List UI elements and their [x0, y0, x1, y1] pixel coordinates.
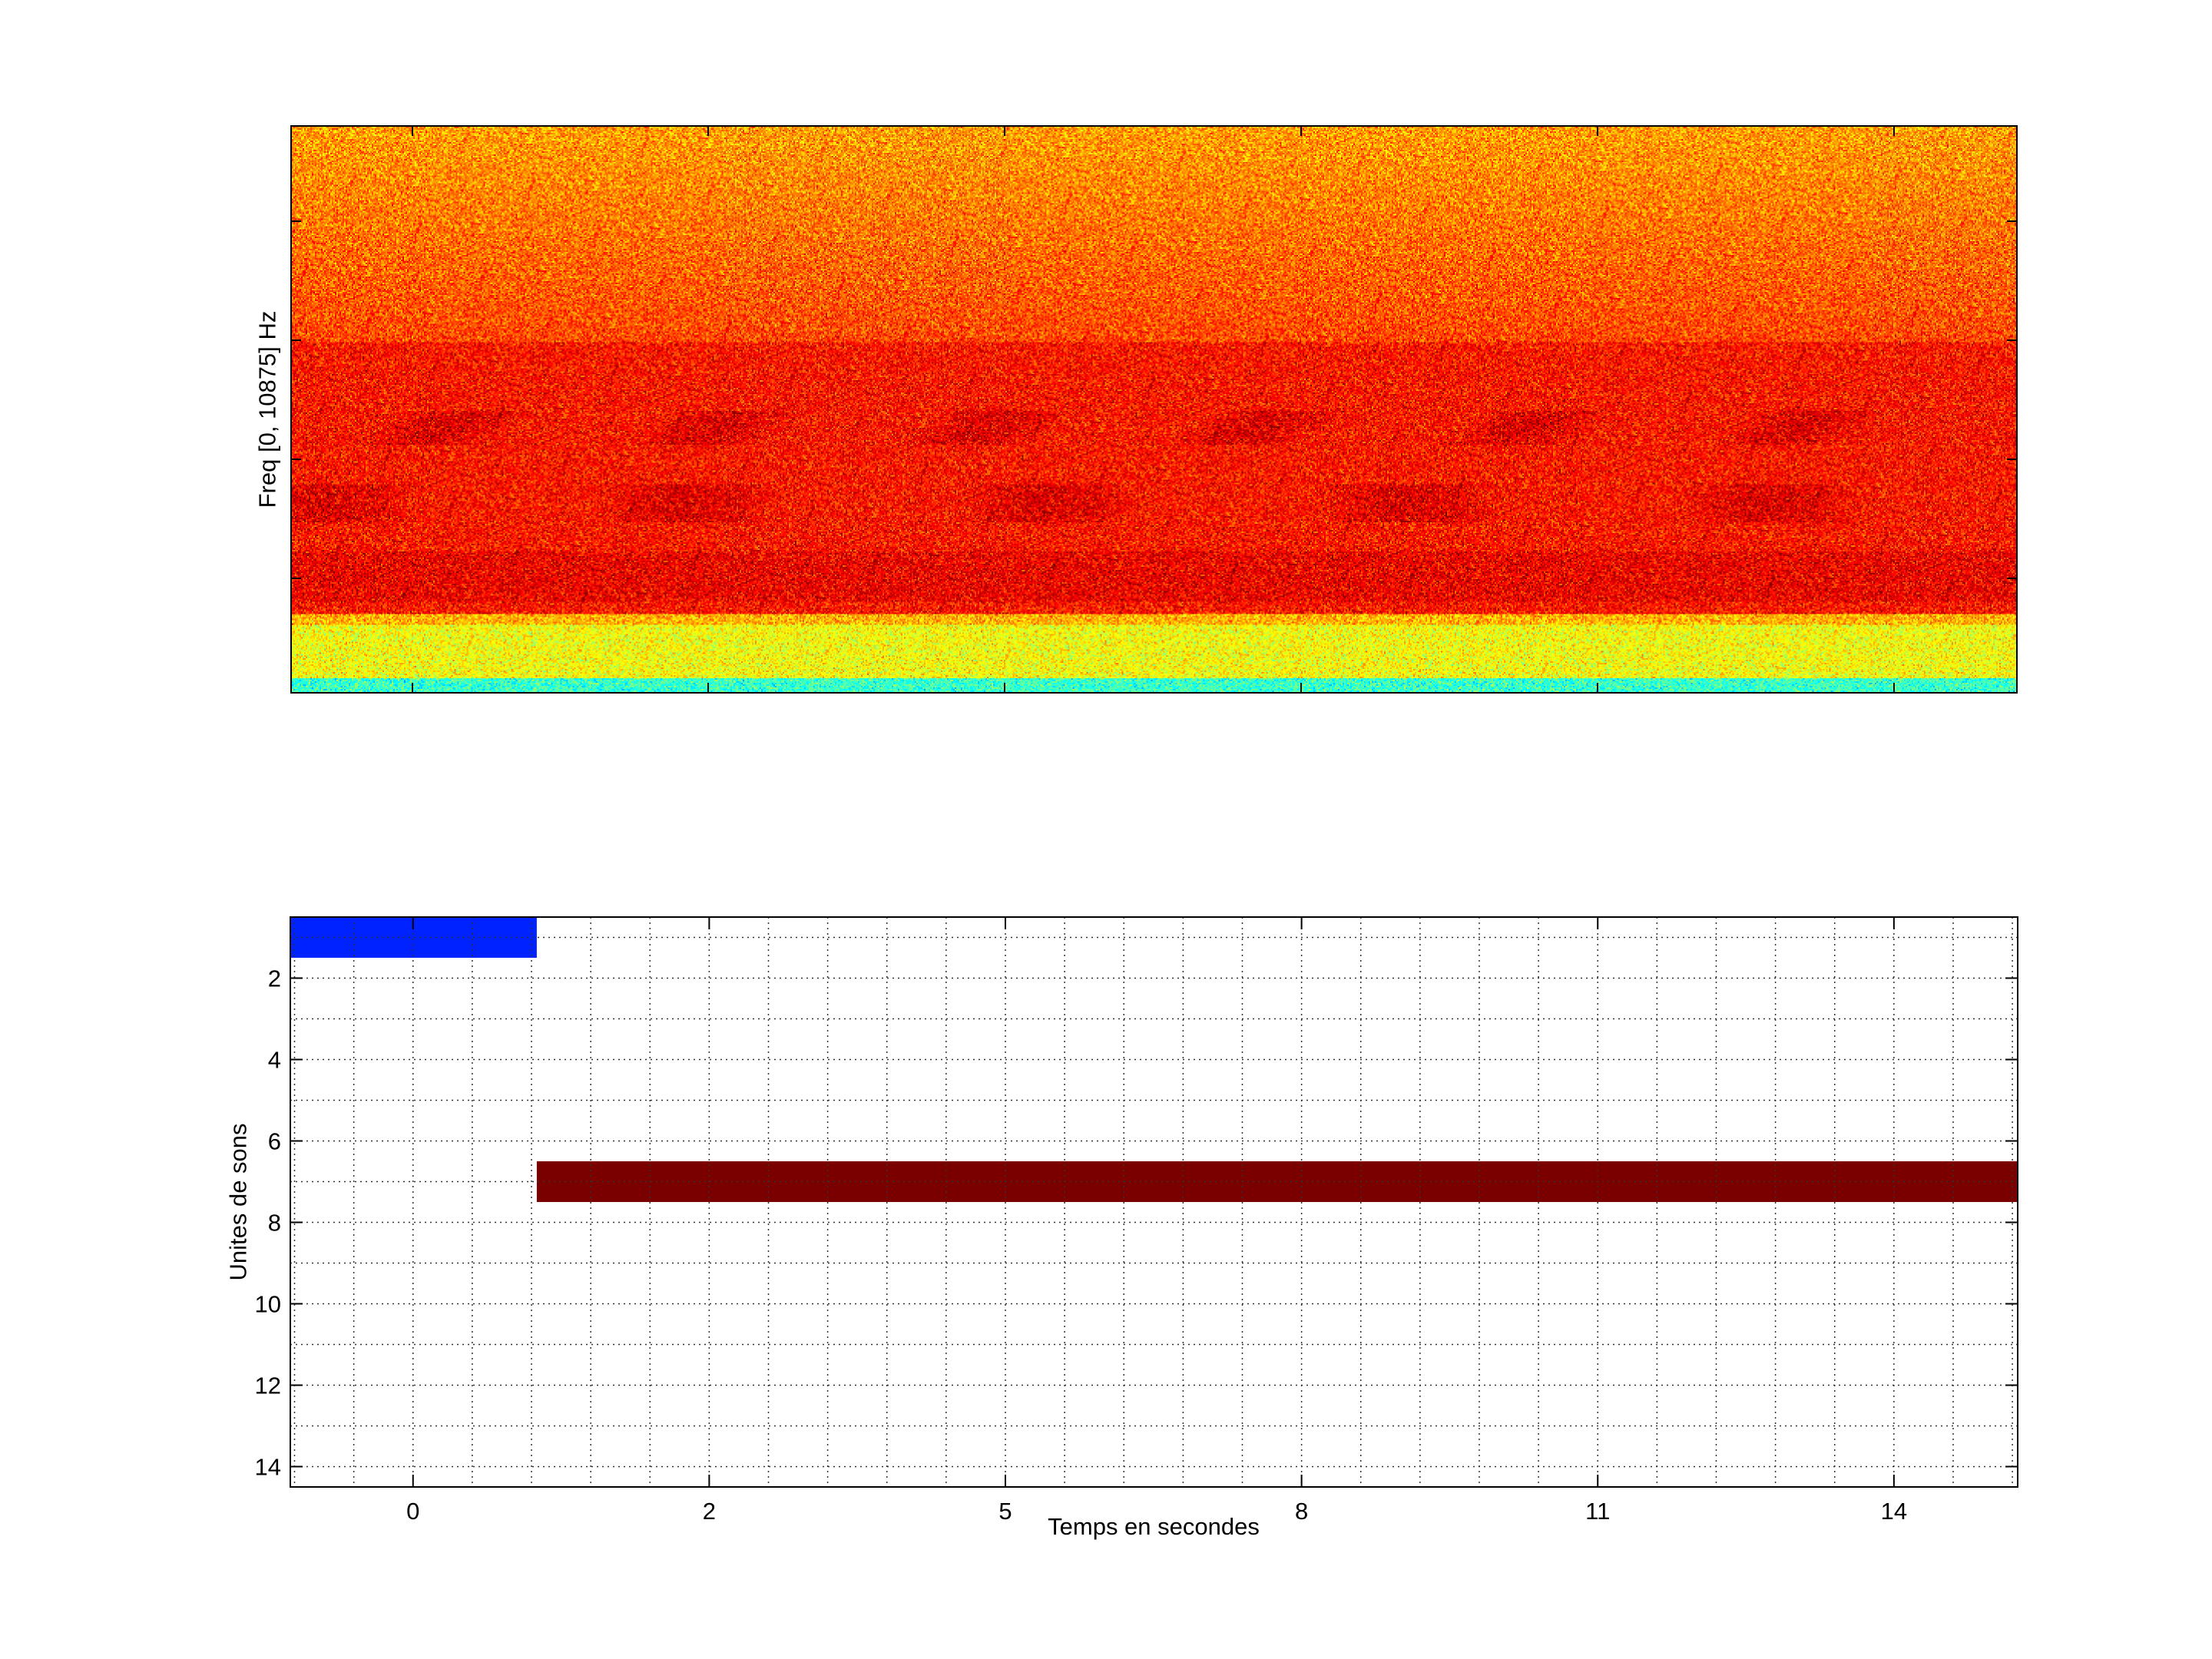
y-tick-label: 2 [268, 965, 281, 992]
y-tick-label: 8 [268, 1210, 281, 1237]
axes-box [290, 916, 2018, 1488]
spectrogram-heatmap [290, 125, 2018, 694]
units-y-axis-label: Unites de sons [224, 1123, 252, 1281]
unit-segment-bar [536, 1161, 2018, 1202]
spectrogram-ticks [290, 125, 2018, 694]
y-tick-label: 10 [255, 1291, 281, 1318]
x-tick-label: 0 [406, 1498, 419, 1525]
units-x-axis-label: Temps en secondes [1048, 1513, 1260, 1540]
x-tick-label: 11 [1585, 1498, 1610, 1525]
y-tick-label: 4 [268, 1047, 281, 1074]
x-tick-label: 2 [703, 1498, 716, 1525]
y-tick-label: 12 [255, 1373, 281, 1399]
y-tick-label: 6 [268, 1128, 281, 1155]
x-tick-label: 5 [998, 1498, 1012, 1525]
x-tick-label: 14 [1881, 1498, 1907, 1525]
x-tick-label: 8 [1295, 1498, 1308, 1525]
y-tick-label: 14 [255, 1454, 281, 1481]
